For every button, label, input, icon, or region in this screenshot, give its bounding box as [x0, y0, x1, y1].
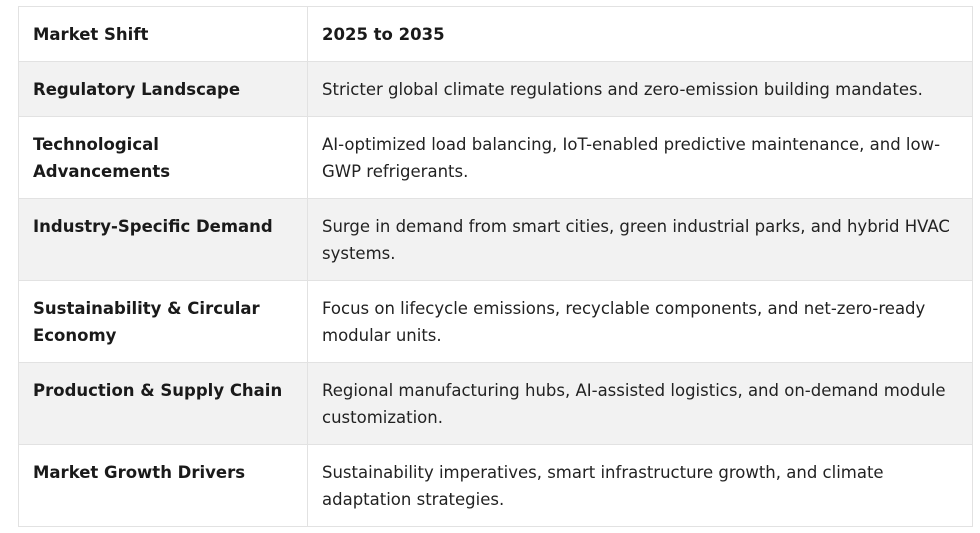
row-value: AI-optimized load balancing, IoT-enabled… [307, 116, 973, 199]
row-label: Technological Advancements [18, 116, 308, 199]
table-row: Production & Supply Chain Regional manuf… [18, 362, 973, 445]
row-value: Regional manufacturing hubs, AI-assisted… [307, 362, 973, 445]
row-label: Industry-Specific Demand [18, 198, 308, 281]
market-shift-table: Market Shift 2025 to 2035 Regulatory Lan… [18, 6, 973, 527]
table-row: Technological Advancements AI-optimized … [18, 116, 973, 199]
row-label: Sustainability & Circular Economy [18, 280, 308, 363]
market-shift-table-container: Market Shift 2025 to 2035 Regulatory Lan… [18, 6, 973, 527]
table-row: Regulatory Landscape Stricter global cli… [18, 61, 973, 117]
row-value: Stricter global climate regulations and … [307, 61, 973, 117]
header-cell-market-shift: Market Shift [18, 6, 308, 62]
row-label: Market Growth Drivers [18, 444, 308, 527]
row-label: Regulatory Landscape [18, 61, 308, 117]
row-label: Production & Supply Chain [18, 362, 308, 445]
row-value: Focus on lifecycle emissions, recyclable… [307, 280, 973, 363]
table-row: Industry-Specific Demand Surge in demand… [18, 198, 973, 281]
row-value: Sustainability imperatives, smart infras… [307, 444, 973, 527]
table-row: Sustainability & Circular Economy Focus … [18, 280, 973, 363]
table-row: Market Growth Drivers Sustainability imp… [18, 444, 973, 527]
header-cell-period: 2025 to 2035 [307, 6, 973, 62]
row-value: Surge in demand from smart cities, green… [307, 198, 973, 281]
table-header-row: Market Shift 2025 to 2035 [18, 6, 973, 62]
